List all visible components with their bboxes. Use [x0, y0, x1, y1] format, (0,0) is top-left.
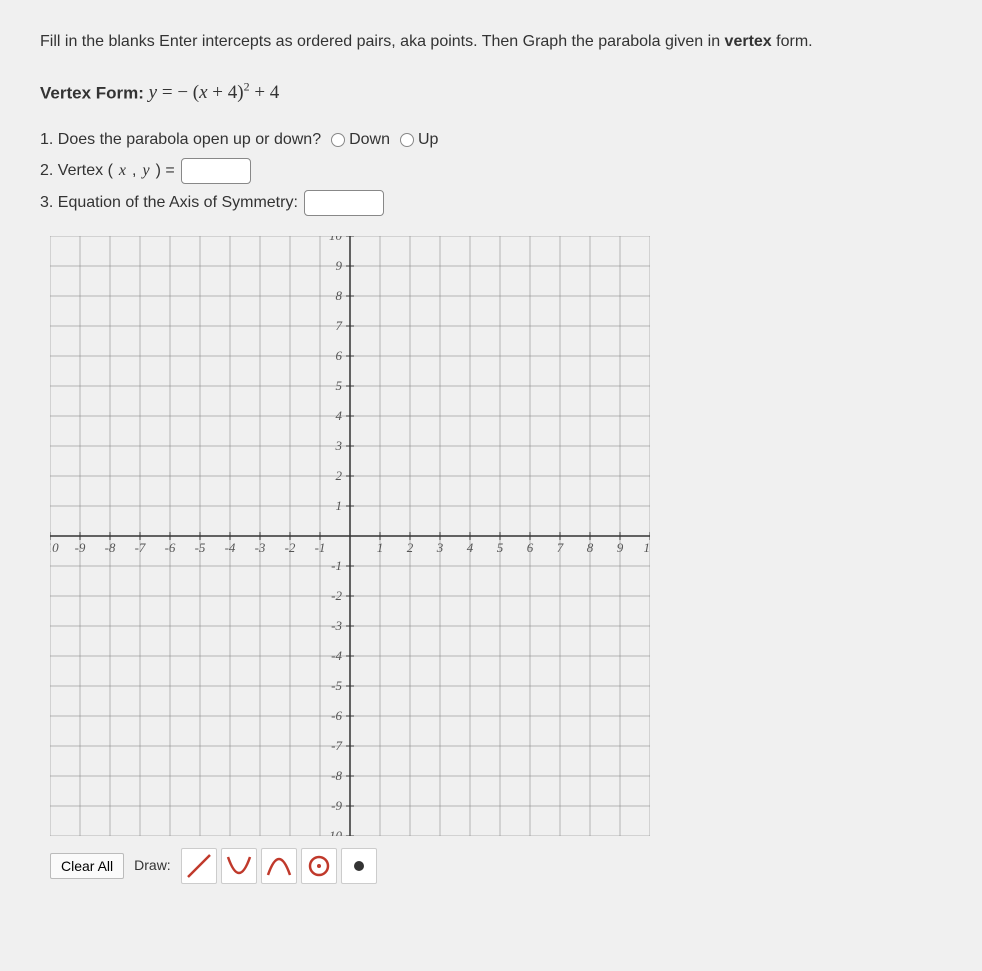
- svg-text:1: 1: [336, 498, 343, 513]
- svg-text:-2: -2: [331, 588, 342, 603]
- svg-text:9: 9: [336, 258, 343, 273]
- equation: y = − (x + 4)2 + 4: [149, 82, 280, 103]
- svg-text:8: 8: [587, 540, 594, 555]
- svg-text:-3: -3: [255, 540, 266, 555]
- vertex-form-label: Vertex Form:: [40, 83, 149, 102]
- svg-text:5: 5: [336, 378, 343, 393]
- instructions-prefix: Fill in the blanks Enter intercepts as o…: [40, 33, 725, 50]
- q3-input[interactable]: [304, 190, 384, 216]
- svg-text:7: 7: [557, 540, 564, 555]
- svg-text:7: 7: [336, 318, 343, 333]
- q2-input[interactable]: [181, 158, 251, 184]
- radio-icon: [400, 133, 414, 147]
- clear-all-button[interactable]: Clear All: [50, 853, 124, 879]
- svg-text:-7: -7: [331, 738, 342, 753]
- svg-text:-4: -4: [331, 648, 342, 663]
- svg-text:-9: -9: [75, 540, 86, 555]
- svg-text:-10: -10: [50, 540, 59, 555]
- q1-down-option[interactable]: Down: [331, 128, 390, 152]
- svg-text:-9: -9: [331, 798, 342, 813]
- svg-text:6: 6: [527, 540, 534, 555]
- q3-row: 3. Equation of the Axis of Symmetry:: [40, 190, 942, 216]
- svg-text:-1: -1: [331, 558, 342, 573]
- q2-prefix: 2. Vertex (: [40, 159, 113, 183]
- q2-comma: ,: [132, 159, 136, 183]
- svg-text:-5: -5: [195, 540, 206, 555]
- svg-text:-5: -5: [331, 678, 342, 693]
- svg-text:-2: -2: [285, 540, 296, 555]
- svg-text:-8: -8: [331, 768, 342, 783]
- q2-x: x: [119, 159, 126, 183]
- q2-row: 2. Vertex (x, y ) =: [40, 158, 942, 184]
- q1-text: 1. Does the parabola open up or down?: [40, 128, 321, 152]
- svg-text:1: 1: [377, 540, 384, 555]
- svg-text:10: 10: [644, 540, 651, 555]
- draw-label: Draw:: [130, 855, 175, 876]
- q1-up-option[interactable]: Up: [400, 128, 438, 152]
- svg-text:-6: -6: [165, 540, 176, 555]
- svg-text:4: 4: [336, 408, 343, 423]
- q2-y: y: [142, 159, 149, 183]
- svg-text:-6: -6: [331, 708, 342, 723]
- svg-text:3: 3: [335, 438, 343, 453]
- graph-area[interactable]: -10 -9 -8 -7 -6 -5 -4 -3 -2 -1 1 2 3 4 5 6 7 8 9 10 -10 -9 -8 -…: [50, 236, 942, 844]
- q1-row: 1. Does the parabola open up or down? Do…: [40, 128, 942, 152]
- svg-text:-10: -10: [325, 828, 343, 836]
- svg-text:4: 4: [467, 540, 474, 555]
- instructions-suffix: form.: [772, 33, 813, 50]
- svg-text:3: 3: [436, 540, 444, 555]
- q3-text: 3. Equation of the Axis of Symmetry:: [40, 191, 298, 215]
- svg-text:-4: -4: [225, 540, 236, 555]
- q1-down-label: Down: [349, 128, 390, 152]
- line-tool[interactable]: [181, 848, 217, 884]
- svg-text:9: 9: [617, 540, 624, 555]
- svg-text:-3: -3: [331, 618, 342, 633]
- draw-toolbar: Clear All Draw:: [50, 848, 942, 884]
- instructions-bold: vertex: [725, 33, 772, 50]
- q1-up-label: Up: [418, 128, 438, 152]
- vertex-form-row: Vertex Form: y = − (x + 4)2 + 4: [40, 78, 942, 108]
- svg-text:5: 5: [497, 540, 504, 555]
- q2-suffix: ) =: [156, 159, 175, 183]
- svg-text:10: 10: [329, 236, 343, 243]
- instructions: Fill in the blanks Enter intercepts as o…: [40, 30, 942, 54]
- parabola-down-tool[interactable]: [261, 848, 297, 884]
- svg-text:-8: -8: [105, 540, 116, 555]
- svg-text:2: 2: [336, 468, 343, 483]
- svg-text:8: 8: [336, 288, 343, 303]
- svg-text:-1: -1: [315, 540, 326, 555]
- svg-text:6: 6: [336, 348, 343, 363]
- svg-text:-7: -7: [135, 540, 146, 555]
- closed-dot-tool[interactable]: [341, 848, 377, 884]
- open-circle-tool[interactable]: [301, 848, 337, 884]
- parabola-up-tool[interactable]: [221, 848, 257, 884]
- radio-icon: [331, 133, 345, 147]
- coord-plane[interactable]: -10 -9 -8 -7 -6 -5 -4 -3 -2 -1 1 2 3 4 5 6 7 8 9 10 -10 -9 -8 -…: [50, 236, 650, 836]
- svg-text:2: 2: [407, 540, 414, 555]
